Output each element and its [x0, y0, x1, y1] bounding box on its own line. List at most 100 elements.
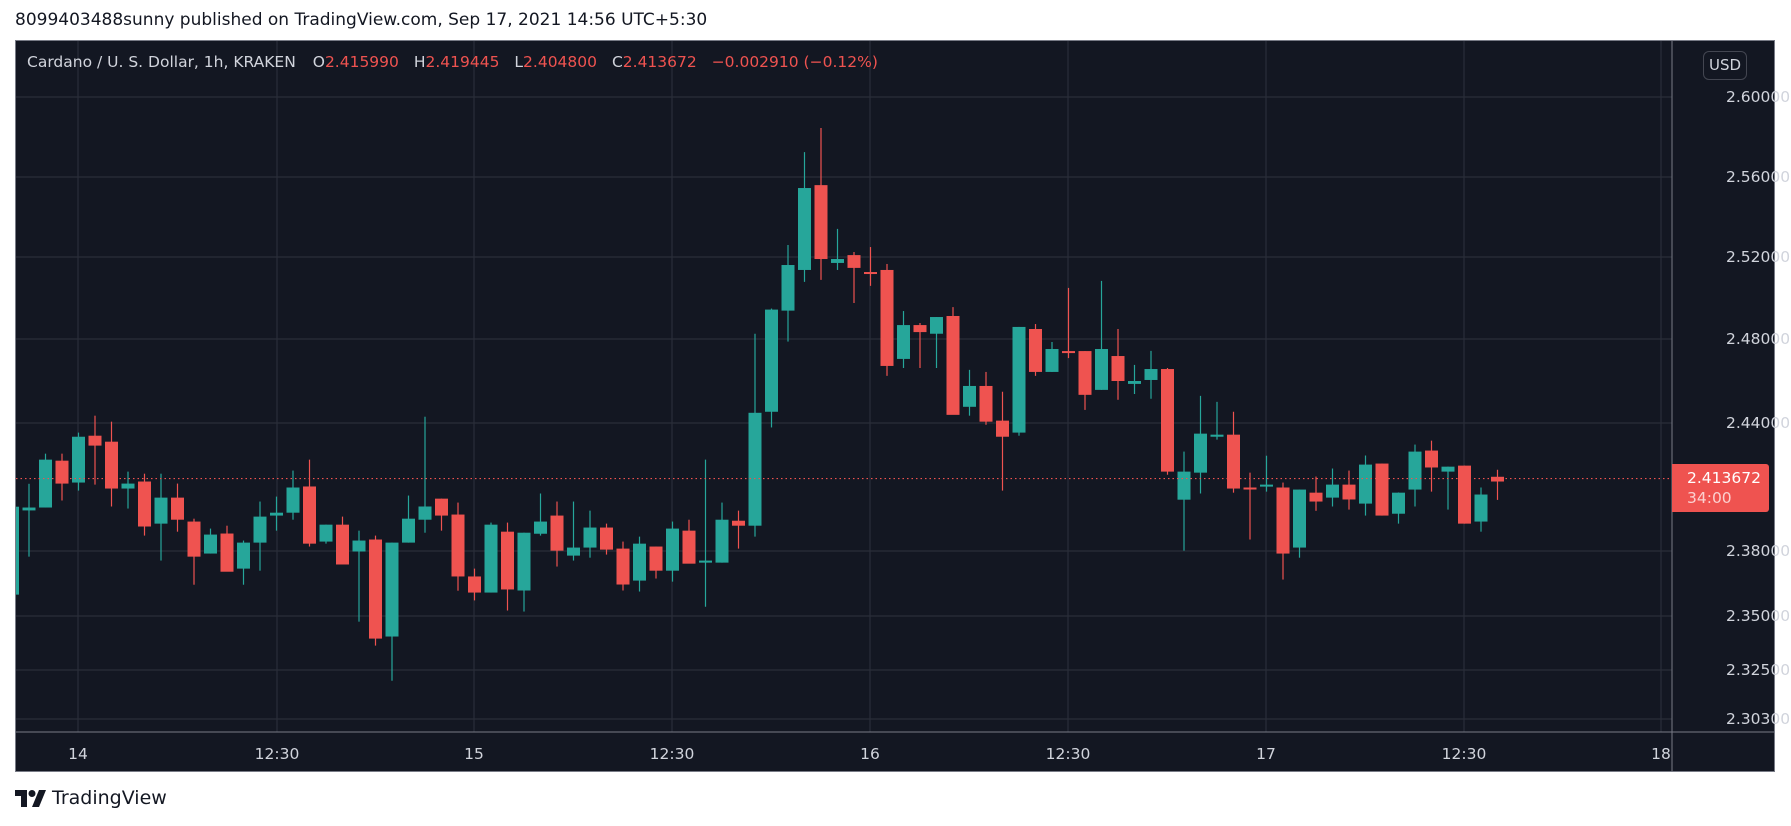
candle-body[interactable]: [154, 497, 168, 524]
candle-body[interactable]: [1309, 492, 1323, 502]
candle-body[interactable]: [1078, 351, 1092, 395]
candle-body[interactable]: [864, 272, 877, 275]
candle-body[interactable]: [913, 325, 927, 333]
candle-body[interactable]: [418, 506, 432, 520]
candle-body[interactable]: [666, 528, 679, 571]
candle-body[interactable]: [237, 542, 250, 569]
candle-body[interactable]: [963, 385, 976, 407]
candle-body[interactable]: [1161, 369, 1174, 472]
candle-body[interactable]: [171, 497, 184, 520]
candle-body[interactable]: [517, 532, 531, 591]
candle-body[interactable]: [781, 265, 795, 311]
candle-body[interactable]: [847, 255, 861, 268]
candle-body[interactable]: [616, 548, 630, 585]
candle-body[interactable]: [451, 514, 465, 577]
chart-frame[interactable]: [15, 40, 1775, 772]
symbol-title[interactable]: Cardano / U. S. Dollar, 1h, KRAKEN: [27, 53, 296, 71]
candle-body[interactable]: [1029, 328, 1042, 372]
candle-body[interactable]: [831, 259, 844, 263]
candle-body[interactable]: [39, 459, 52, 508]
candle-body[interactable]: [336, 524, 349, 565]
candle-body[interactable]: [1177, 471, 1191, 500]
candle-body[interactable]: [600, 527, 613, 550]
candle-body[interactable]: [319, 524, 333, 542]
candle-body[interactable]: [1095, 349, 1108, 390]
candle-body[interactable]: [1243, 487, 1257, 490]
candle-body[interactable]: [1227, 434, 1240, 489]
close-value: 2.413672: [622, 53, 697, 71]
candle-body[interactable]: [583, 527, 597, 548]
candle-body[interactable]: [402, 518, 415, 543]
candle-body[interactable]: [649, 546, 663, 571]
candle-body[interactable]: [1392, 492, 1405, 514]
candle-body[interactable]: [765, 309, 778, 412]
candle-body[interactable]: [1425, 450, 1438, 468]
candle-body[interactable]: [1128, 381, 1141, 384]
candle-body[interactable]: [1276, 487, 1290, 554]
candle-body[interactable]: [1342, 484, 1356, 500]
candle-body[interactable]: [138, 481, 151, 527]
candle-body[interactable]: [534, 521, 547, 534]
candle-body[interactable]: [946, 315, 960, 415]
candle-body[interactable]: [435, 498, 448, 516]
candle-body[interactable]: [550, 515, 564, 551]
candle-body[interactable]: [1326, 484, 1339, 498]
candle-body[interactable]: [1210, 434, 1224, 437]
candle-body[interactable]: [1012, 326, 1026, 433]
candle-body[interactable]: [1458, 465, 1471, 524]
candle-body[interactable]: [814, 185, 828, 260]
candle-body[interactable]: [633, 543, 646, 581]
candle-body[interactable]: [121, 483, 135, 489]
candle-body[interactable]: [204, 534, 217, 554]
candle-body[interactable]: [187, 521, 201, 557]
candle-body[interactable]: [385, 542, 399, 637]
candle-body[interactable]: [1194, 433, 1207, 473]
candle-body[interactable]: [1474, 494, 1488, 522]
candle-body[interactable]: [270, 512, 283, 516]
candle-body[interactable]: [303, 486, 316, 544]
candle-body[interactable]: [501, 531, 514, 590]
candle-body[interactable]: [732, 520, 745, 526]
candle-body[interactable]: [930, 317, 943, 334]
candle-body[interactable]: [996, 420, 1009, 437]
candle-body[interactable]: [1293, 489, 1306, 548]
candle-body[interactable]: [484, 524, 498, 593]
time-tick-label: 12:30: [254, 745, 300, 763]
candle-body[interactable]: [22, 507, 36, 511]
candle-body[interactable]: [979, 385, 993, 422]
candle-body[interactable]: [567, 547, 580, 556]
candle-body[interactable]: [699, 560, 712, 563]
candle-body[interactable]: [798, 188, 811, 270]
candle-body[interactable]: [897, 325, 910, 359]
candle-body[interactable]: [220, 533, 234, 572]
candle-body[interactable]: [286, 487, 300, 513]
candle-body[interactable]: [1111, 356, 1125, 382]
candle-body[interactable]: [1144, 369, 1158, 380]
close-label: C: [611, 53, 623, 71]
candle-body[interactable]: [1062, 351, 1075, 354]
candle-body[interactable]: [1441, 466, 1455, 472]
candle-body[interactable]: [1359, 464, 1372, 504]
candle-body[interactable]: [468, 576, 481, 593]
candle-body[interactable]: [55, 460, 69, 484]
footer-brand[interactable]: TradingView: [15, 787, 167, 809]
candle-body[interactable]: [1375, 463, 1389, 516]
candle-body[interactable]: [1408, 451, 1422, 490]
candle-body[interactable]: [715, 519, 729, 563]
candle-body[interactable]: [88, 435, 102, 446]
candle-body[interactable]: [1260, 484, 1273, 487]
candle-body[interactable]: [880, 269, 894, 366]
price-tick-label: 2.303000: [1726, 710, 1791, 728]
candle-body[interactable]: [72, 436, 85, 483]
candle-body[interactable]: [253, 516, 267, 543]
candle-body[interactable]: [369, 539, 382, 639]
candle-body[interactable]: [748, 412, 762, 526]
currency-button[interactable]: USD: [1703, 51, 1747, 80]
candle-body[interactable]: [105, 441, 118, 489]
price-tick-label: 2.520000: [1726, 248, 1791, 266]
candle-body[interactable]: [682, 530, 696, 564]
candle-body[interactable]: [1045, 349, 1059, 372]
candle-body[interactable]: [352, 540, 366, 552]
candle-body[interactable]: [6, 506, 19, 595]
